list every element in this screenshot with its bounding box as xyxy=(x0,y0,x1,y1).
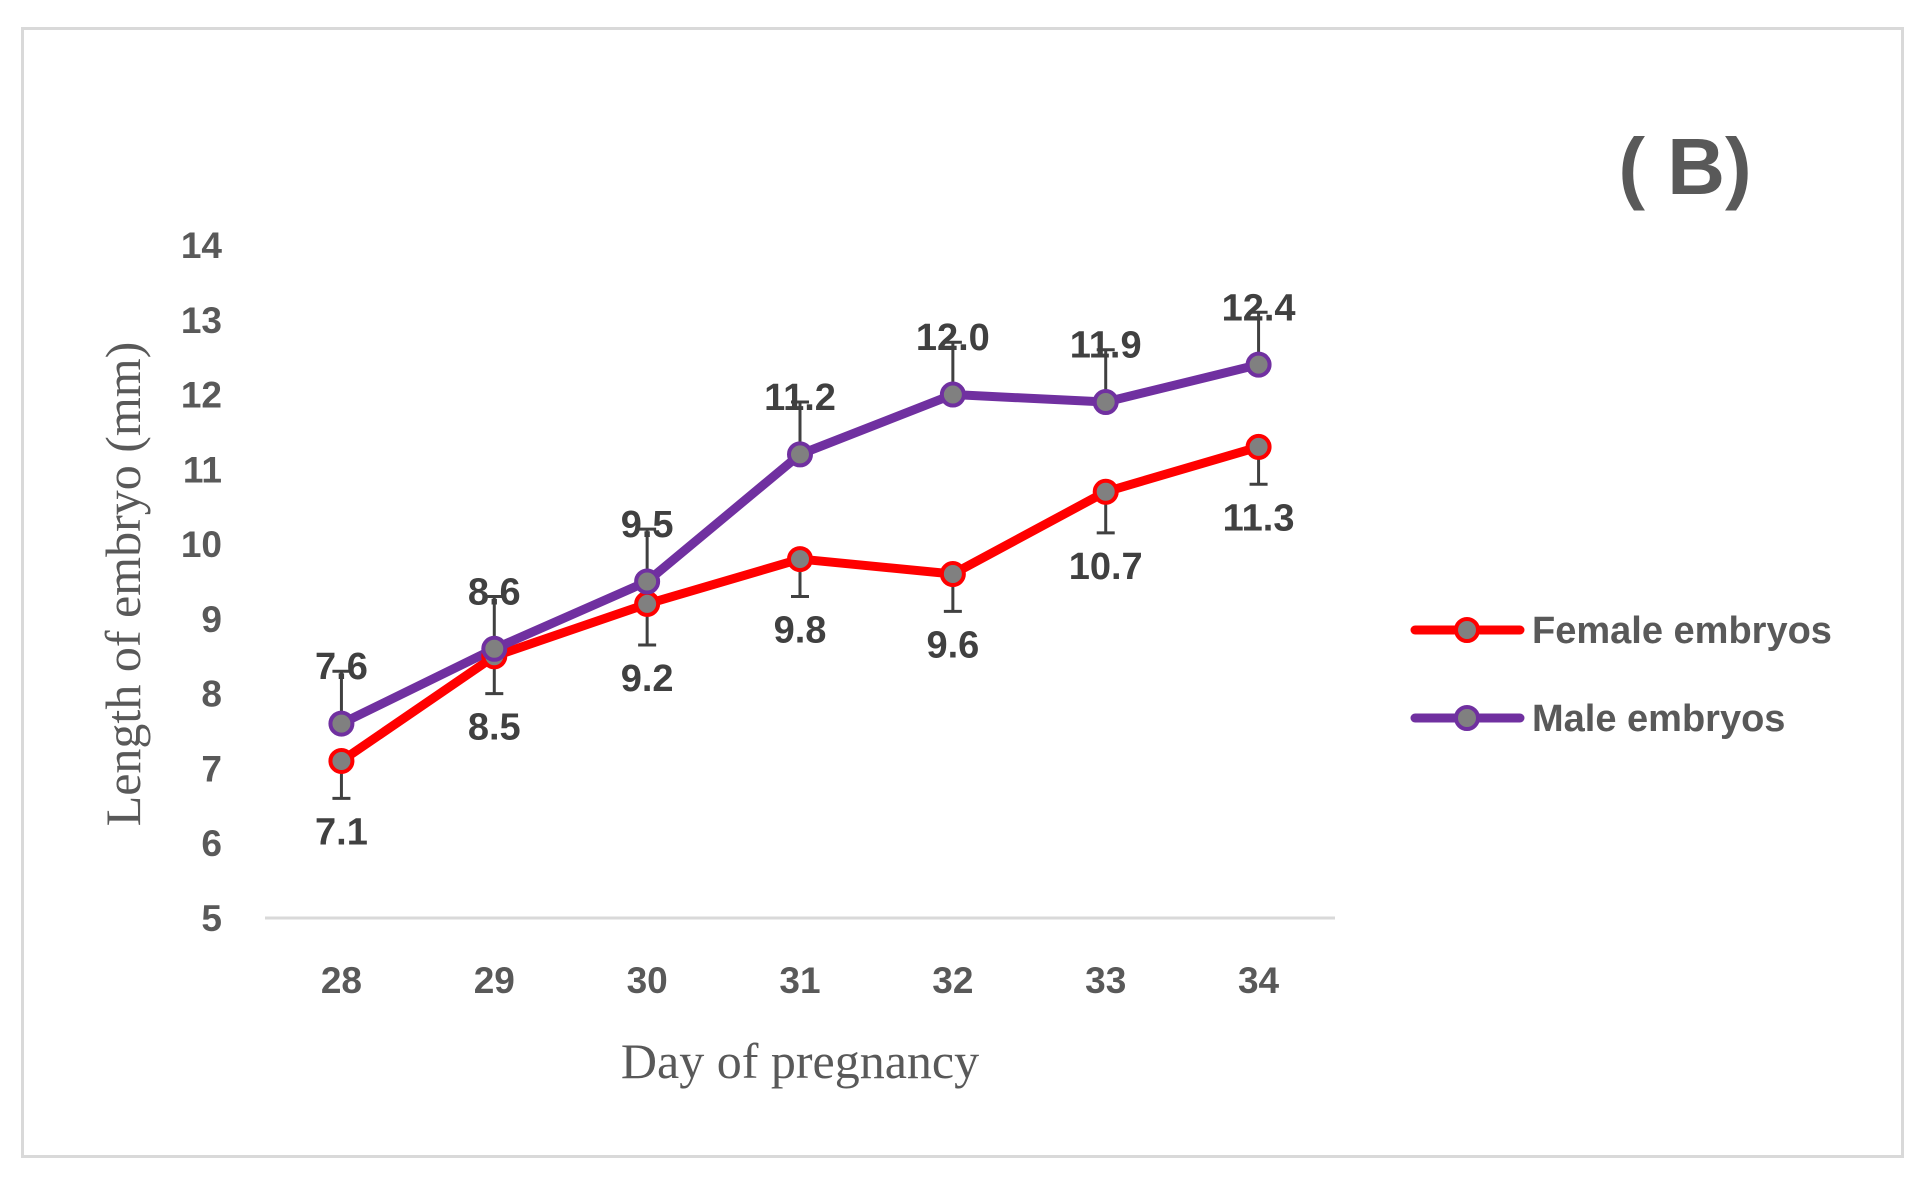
data-label-male: 12.0 xyxy=(916,317,990,359)
chart-frame xyxy=(21,27,1904,1158)
legend-item-female: Female embryos xyxy=(1410,610,1832,652)
data-label-male: 11.9 xyxy=(1070,325,1142,367)
data-label-female: 7.1 xyxy=(315,811,368,853)
data-point-male xyxy=(1245,351,1272,378)
y-tick-label: 11 xyxy=(183,449,222,490)
data-point-male xyxy=(1092,389,1119,416)
y-tick-label: 10 xyxy=(181,524,222,565)
data-point-male xyxy=(328,710,355,737)
y-tick-label: 8 xyxy=(201,674,222,715)
y-axis-title: Length of embryo (mm) xyxy=(95,342,151,827)
data-labels: 7.1 8.5 9.2 9.8 9.6 10.7 11.3 7.6 8.6 9.5 11.2 12.0… xyxy=(315,287,1296,853)
x-tick-label: 34 xyxy=(1238,960,1280,1001)
data-point-male xyxy=(787,441,813,468)
x-axis-ticks: 28 29 30 31 32 33 34 xyxy=(321,960,1280,1001)
data-point-male xyxy=(939,381,966,408)
x-tick-label: 31 xyxy=(779,960,820,1001)
data-point-female xyxy=(328,747,355,774)
x-tick-label: 29 xyxy=(474,960,515,1001)
data-label-female: 8.5 xyxy=(468,707,521,749)
data-point-female xyxy=(1092,478,1119,505)
data-label-female: 10.7 xyxy=(1069,546,1143,588)
data-label-male: 8.6 xyxy=(468,571,521,613)
data-label-female: 11.3 xyxy=(1223,497,1295,539)
y-axis-ticks: 5 6 7 8 9 10 11 12 13 14 xyxy=(181,225,223,939)
data-label-female: 9.8 xyxy=(774,609,827,651)
x-tick-label: 33 xyxy=(1085,960,1126,1001)
data-point-female xyxy=(787,546,813,573)
legend-item-male: Male embryos xyxy=(1410,698,1785,740)
data-markers xyxy=(328,351,1272,774)
data-label-male: 9.5 xyxy=(621,504,674,546)
data-label-male: 11.2 xyxy=(764,377,836,419)
data-label-female: 9.2 xyxy=(621,658,674,700)
legend-label-male: Male embryos xyxy=(1532,698,1785,740)
y-tick-label: 7 xyxy=(201,748,222,789)
y-tick-label: 6 xyxy=(201,823,222,864)
data-label-male: 12.4 xyxy=(1222,287,1296,329)
data-label-male: 7.6 xyxy=(315,646,368,688)
data-point-male xyxy=(481,635,508,662)
data-label-female: 9.6 xyxy=(926,624,979,666)
panel-label: ( B) xyxy=(1618,122,1751,211)
legend-label-female: Female embryos xyxy=(1532,610,1832,652)
y-tick-label: 12 xyxy=(181,375,222,416)
x-axis-title: Day of pregnancy xyxy=(621,1033,979,1089)
legend-marker-female xyxy=(1454,617,1480,643)
data-point-female xyxy=(939,561,966,588)
data-point-male xyxy=(634,568,661,595)
y-tick-label: 5 xyxy=(201,898,222,939)
x-tick-label: 28 xyxy=(321,960,362,1001)
y-tick-label: 14 xyxy=(181,225,223,266)
legend: Female embryos Male embryos xyxy=(1410,610,1832,740)
x-tick-label: 32 xyxy=(932,960,973,1001)
legend-marker-male xyxy=(1454,705,1480,731)
x-tick-label: 30 xyxy=(627,960,668,1001)
data-point-female xyxy=(1245,433,1272,460)
y-tick-label: 13 xyxy=(181,300,222,341)
data-point-female xyxy=(634,590,661,617)
y-tick-label: 9 xyxy=(201,599,222,640)
